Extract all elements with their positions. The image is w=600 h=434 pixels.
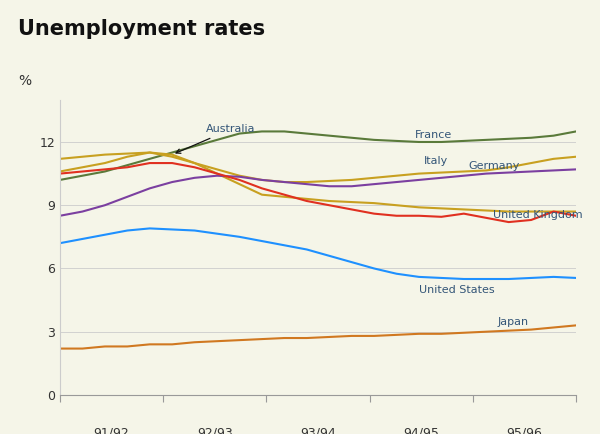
- Text: 93/94: 93/94: [300, 427, 336, 434]
- Text: 94/95: 94/95: [403, 427, 439, 434]
- Text: Germany: Germany: [469, 161, 520, 171]
- Text: %: %: [18, 75, 31, 89]
- Text: United Kingdom: United Kingdom: [493, 210, 583, 220]
- Text: Unemployment rates: Unemployment rates: [18, 19, 265, 39]
- Text: 95/96: 95/96: [506, 427, 542, 434]
- Text: United States: United States: [419, 285, 494, 295]
- Text: Japan: Japan: [497, 317, 529, 327]
- Text: Italy: Italy: [424, 156, 448, 166]
- Text: 92/93: 92/93: [197, 427, 233, 434]
- Text: Australia: Australia: [176, 125, 256, 153]
- Text: France: France: [415, 130, 452, 140]
- Text: 91/92: 91/92: [94, 427, 130, 434]
